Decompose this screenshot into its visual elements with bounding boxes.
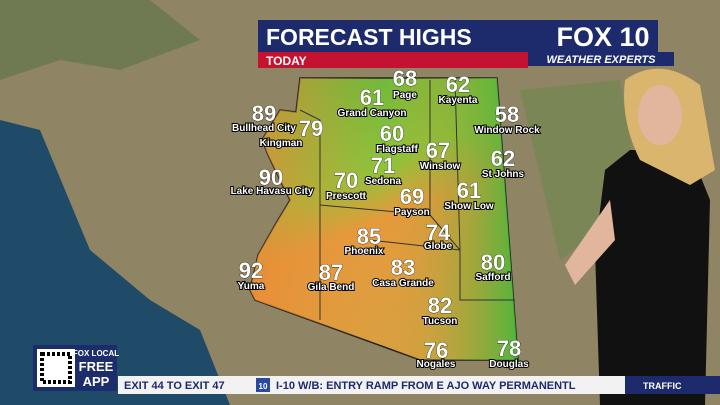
city-name: Flagstaff xyxy=(376,144,418,155)
city-temp: 60 xyxy=(380,121,404,146)
arizona-shade xyxy=(250,78,518,360)
presenter-face xyxy=(638,85,682,145)
city-temp: 70 xyxy=(334,168,358,193)
city-name: Yuma xyxy=(238,281,265,292)
qr-pattern xyxy=(40,352,72,384)
city-temp: 62 xyxy=(491,146,515,171)
city-temp: 87 xyxy=(319,260,343,285)
tagline-box xyxy=(528,52,674,66)
subtitle: TODAY xyxy=(266,54,307,68)
city-name: Phoenix xyxy=(345,246,384,257)
city-name: Kingman xyxy=(260,138,303,149)
subtitle-bar xyxy=(258,52,528,68)
city-temp: 61 xyxy=(360,85,384,110)
city-temp: 85 xyxy=(357,224,381,249)
city-temp: 80 xyxy=(481,250,505,275)
city-temp: 61 xyxy=(457,178,481,203)
city-temp: 67 xyxy=(426,138,450,163)
app-line: APP xyxy=(83,374,110,389)
city-temp: 89 xyxy=(252,101,276,126)
city-name: Lake Havasu City xyxy=(231,186,314,197)
city-temp: 74 xyxy=(426,220,451,245)
city-name: Winslow xyxy=(420,161,461,172)
city-temp: 58 xyxy=(495,102,519,127)
city-temp: 76 xyxy=(424,338,448,363)
city-temp: 90 xyxy=(259,165,283,190)
ticker-text: EXIT 44 TO EXIT 47 xyxy=(124,380,225,392)
presenter xyxy=(595,150,710,405)
shield-text: 10 xyxy=(259,382,268,391)
city-temp: 71 xyxy=(371,153,395,178)
city-temp: 92 xyxy=(239,258,263,283)
city-temp: 68 xyxy=(393,66,417,91)
logo: FOX 10 xyxy=(556,22,649,52)
logo-box xyxy=(548,20,658,52)
city-name: Casa Grande xyxy=(372,278,434,289)
city-temp: 69 xyxy=(400,184,424,209)
title-bar xyxy=(258,20,548,52)
app-line: FREE xyxy=(79,359,114,374)
ticker-section-text: TRAFFIC xyxy=(643,381,682,391)
city-name: Grand Canyon xyxy=(338,108,407,119)
city-name: Bullhead City xyxy=(232,123,296,134)
city-name: Gila Bend xyxy=(308,282,355,293)
ticker-section xyxy=(625,376,720,394)
city-name: Sedona xyxy=(365,176,402,187)
city-temp: 83 xyxy=(391,255,415,280)
city-name: Kayenta xyxy=(439,95,478,106)
city-temp: 78 xyxy=(497,336,521,361)
terrain xyxy=(0,0,200,80)
ocean xyxy=(0,120,230,405)
city-name: Safford xyxy=(476,272,511,283)
city-temp: 82 xyxy=(428,293,452,318)
city-name: Show Low xyxy=(444,201,494,212)
presenter-arm xyxy=(565,200,615,285)
title: FORECAST HIGHS xyxy=(266,24,472,50)
city-temp: 79 xyxy=(299,116,323,141)
county-lines xyxy=(299,79,515,320)
city-name: Tucson xyxy=(423,316,458,327)
city-name: Payson xyxy=(394,207,430,218)
city-name: Prescott xyxy=(326,191,367,202)
app-brand: FOX LOCAL xyxy=(73,349,119,358)
city-name: Window Rock xyxy=(474,125,540,136)
city-name: Douglas xyxy=(489,359,529,370)
city-temp: 62 xyxy=(446,72,470,97)
shield xyxy=(256,378,270,392)
ticker-text: I-10 W/B: ENTRY RAMP FROM E AJO WAY PERM… xyxy=(276,380,576,392)
city-name: Page xyxy=(393,90,417,101)
city-name: Globe xyxy=(424,241,453,252)
city-name: St Johns xyxy=(482,169,525,180)
tagline: WEATHER EXPERTS xyxy=(547,54,657,66)
city-name: Nogales xyxy=(417,359,456,370)
